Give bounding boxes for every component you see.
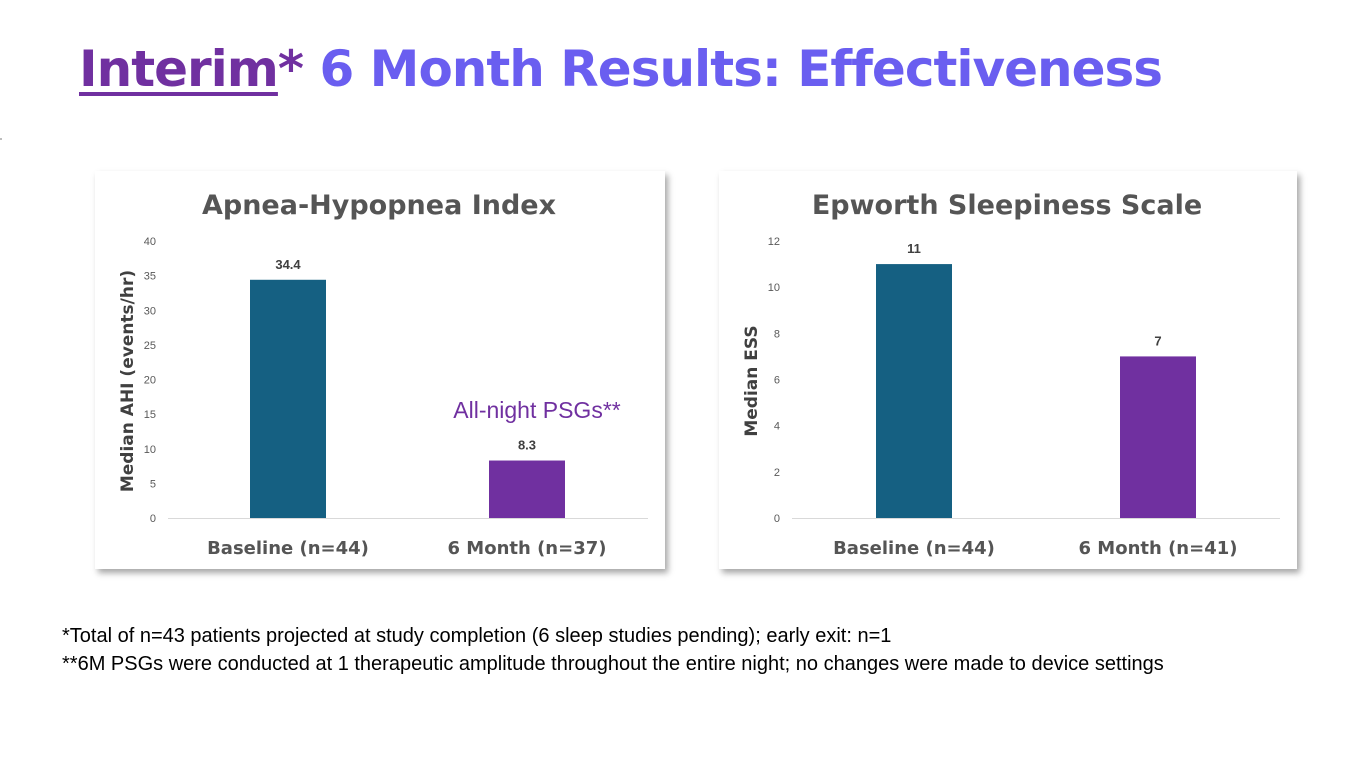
ess-x-category-label: 6 Month (n=41) <box>1079 538 1238 559</box>
ess-y-tick-label: 0 <box>774 513 780 525</box>
ahi-y-tick-label: 25 <box>144 340 156 352</box>
ess-chart: Epworth Sleepiness Scale 0 2 4 6 8 10 12 Median … <box>742 190 1280 559</box>
ess-chart-panel: Epworth Sleepiness Scale 0 2 4 6 8 10 12 Median … <box>719 171 1297 569</box>
ahi-y-tick-label: 35 <box>144 271 156 283</box>
ess-y-tick-label: 4 <box>774 421 780 433</box>
title-asterisk: * <box>277 40 304 98</box>
ahi-y-tick-label: 10 <box>144 444 156 456</box>
slide-title: Interim* 6 Month Results: Effectiveness <box>79 40 1163 98</box>
title-interim: Interim <box>79 40 279 98</box>
ess-data-label: 7 <box>1154 333 1161 348</box>
ahi-annotation: All-night PSGs** <box>453 397 621 423</box>
ess-y-tick-label: 2 <box>774 467 780 479</box>
edge-mark <box>0 138 2 140</box>
ahi-chart-panel: Apnea-Hypopnea Index 0 5 10 15 20 25 30 35 40 Medi… <box>95 171 665 569</box>
footnotes: *Total of n=43 patients projected at stu… <box>62 622 1164 678</box>
footnote-2: **6M PSGs were conducted at 1 therapeuti… <box>62 653 1164 675</box>
ahi-y-axis-label: Median AHI (events/hr) <box>118 270 138 492</box>
ess-data-label: 11 <box>907 241 921 256</box>
ahi-y-tick-label: 0 <box>150 513 156 525</box>
ahi-bar-6-month <box>489 460 565 518</box>
ahi-chart: Apnea-Hypopnea Index 0 5 10 15 20 25 30 35 40 Medi… <box>118 190 648 559</box>
ess-x-category-label: Baseline (n=44) <box>833 538 995 559</box>
ahi-y-tick-label: 40 <box>144 236 156 248</box>
ahi-x-category-label: Baseline (n=44) <box>207 538 369 559</box>
ahi-data-label: 34.4 <box>275 257 301 272</box>
title-rest: 6 Month Results: Effectiveness <box>303 40 1163 98</box>
ahi-data-label: 8.3 <box>518 438 536 453</box>
ess-chart-title: Epworth Sleepiness Scale <box>812 190 1202 221</box>
ess-y-tick-label: 6 <box>774 375 780 387</box>
ahi-chart-title: Apnea-Hypopnea Index <box>202 190 556 221</box>
ess-y-axis-label: Median ESS <box>742 325 762 436</box>
ahi-y-tick-label: 30 <box>144 305 156 317</box>
ahi-bar-baseline <box>250 279 326 518</box>
ahi-y-tick-label: 15 <box>144 409 156 421</box>
footnote-1: *Total of n=43 patients projected at stu… <box>62 625 892 647</box>
ess-y-tick-label: 10 <box>768 282 780 294</box>
ess-bar-6-month <box>1120 356 1196 518</box>
ahi-x-category-label: 6 Month (n=37) <box>448 538 607 559</box>
ess-y-tick-label: 12 <box>768 236 780 248</box>
ahi-y-tick-label: 20 <box>144 375 156 387</box>
ess-y-tick-label: 8 <box>774 328 780 340</box>
ahi-y-tick-label: 5 <box>150 478 156 490</box>
ess-bar-baseline <box>876 264 952 518</box>
